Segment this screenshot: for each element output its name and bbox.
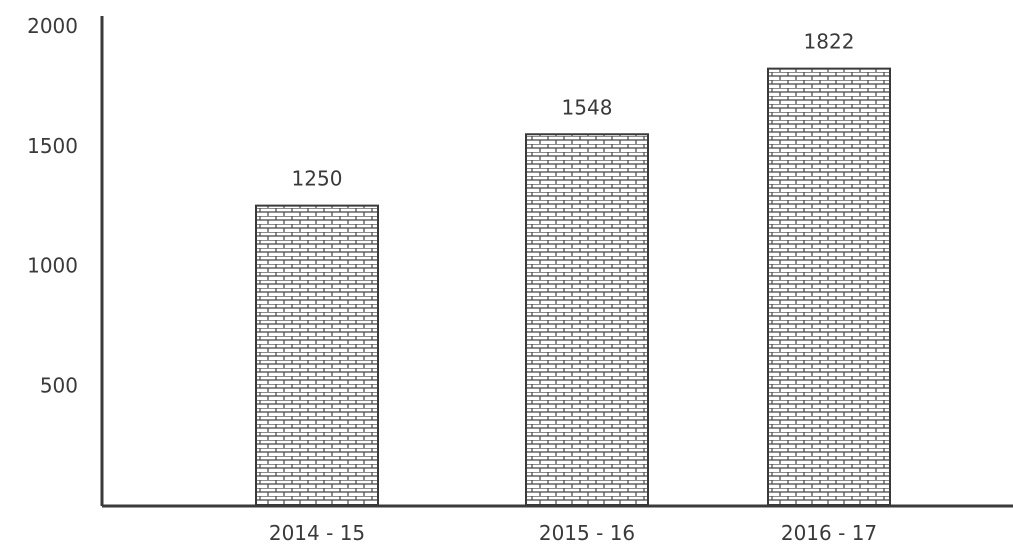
bar (255, 204, 379, 506)
bar-value-label: 1548 (562, 95, 613, 119)
y-axis-tick-labels: 500 1000 1500 2000 (27, 14, 78, 397)
x-axis-category-labels: 2014 - 15 2015 - 16 2016 - 17 (269, 521, 877, 545)
bar (525, 133, 649, 506)
y-tick-label: 1000 (27, 254, 78, 278)
bar-value-label: 1822 (804, 30, 855, 54)
y-tick-label: 1500 (27, 134, 78, 158)
x-category-label: 2015 - 16 (539, 521, 635, 545)
data-labels: 1250 1548 1822 (292, 30, 855, 191)
bar-value-label: 1250 (292, 167, 343, 191)
x-category-label: 2014 - 15 (269, 521, 365, 545)
bars (255, 67, 891, 506)
y-tick-label: 2000 (27, 14, 78, 38)
bar (767, 67, 891, 506)
y-tick-label: 500 (40, 373, 78, 397)
x-category-label: 2016 - 17 (781, 521, 877, 545)
